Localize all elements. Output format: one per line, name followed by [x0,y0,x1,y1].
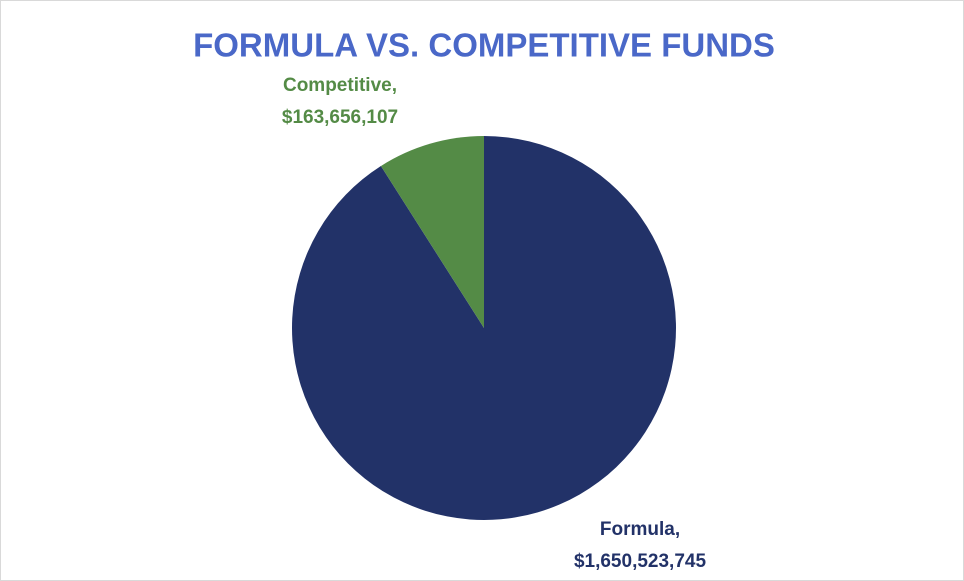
chart-title: FORMULA VS. COMPETITIVE FUNDS [193,27,775,64]
value-label: $1,650,523,745 [574,551,707,572]
pie-slice [292,136,677,520]
pie-slice [380,136,484,328]
data-label: Formula, $1,650,523,745 [574,519,707,572]
data-label: Competitive, $163,656,107 [282,75,398,128]
category-label: Competitive, [283,75,397,96]
value-label: $163,656,107 [282,107,398,128]
category-label: Formula, [600,519,680,540]
